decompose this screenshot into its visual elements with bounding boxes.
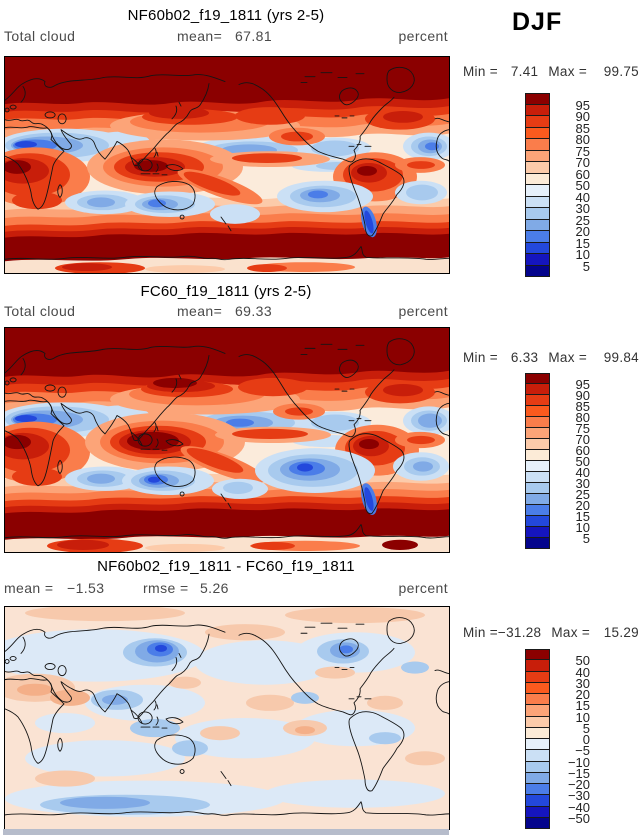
panel3-colorbar: 50 40 30 20 15 10 5 0 −5 −10 −15 −20 −30 −40 −50 xyxy=(525,649,590,829)
panel1-min-label: Min = xyxy=(463,64,498,79)
panel2-subtitle-row: Total cloud mean= 69.33 percent xyxy=(4,303,448,320)
panel2-min-value: 6.33 xyxy=(510,350,539,365)
panel3-mean-label: mean = xyxy=(4,580,54,596)
panel1-units-label: percent xyxy=(398,28,448,44)
bottom-strip xyxy=(3,829,449,835)
panel2-max-label: Max = xyxy=(548,350,587,365)
panel2-max-value: 99.84 xyxy=(603,350,639,365)
panel1-mean-value: 67.81 xyxy=(235,28,273,44)
map-total-cloud-run1 xyxy=(4,56,450,274)
panel1-title: NF60b02_f19_1811 (yrs 2-5) xyxy=(127,7,325,24)
panel1-minmax-row: Min = 7.41 Max = 99.75 xyxy=(463,64,639,79)
panel1-subtitle-row: Total cloud mean= 67.81 percent xyxy=(4,28,448,45)
panel1-colorbar: 95 90 85 80 75 70 60 50 40 30 25 20 15 10 5 xyxy=(525,93,590,277)
panel2-mean-label: mean= xyxy=(177,303,223,319)
contour-fills-layer-1 xyxy=(5,57,449,273)
panel1-variable-label: Total cloud xyxy=(4,28,76,44)
panel3-max-label: Max = xyxy=(551,625,590,640)
panel3-rmse-label: rmse = xyxy=(143,580,189,596)
panel1-max-value: 99.75 xyxy=(603,64,639,79)
panel3-units-label: percent xyxy=(398,580,448,596)
panel3-title: NF60b02_f19_1811 - FC60_f19_1811 xyxy=(97,558,355,575)
contour-fills-layer-3 xyxy=(5,607,449,829)
panel2-units-label: percent xyxy=(398,303,448,319)
panel3-min-value: −31.28 xyxy=(497,625,542,640)
panel3-min-label: Min = xyxy=(463,625,498,640)
panel3-subtitle-row: mean = −1.53 rmse = 5.26 percent xyxy=(4,580,448,597)
panel1-max-label: Max = xyxy=(548,64,587,79)
map-difference xyxy=(4,606,450,830)
panel3-rmse-value: 5.26 xyxy=(200,580,229,596)
panel2-colorbar: 95 90 85 80 75 70 60 50 40 30 25 20 15 10 5 xyxy=(525,373,590,549)
panel3-mean-value: −1.53 xyxy=(67,580,105,596)
panel2-title: FC60_f19_1811 (yrs 2-5) xyxy=(140,283,312,300)
map-total-cloud-run2 xyxy=(4,327,450,553)
contour-fills-layer-2 xyxy=(5,328,449,552)
panel2-min-label: Min = xyxy=(463,350,498,365)
panel1-mean-label: mean= xyxy=(177,28,223,44)
season-heading: DJF xyxy=(512,8,563,36)
panel2-variable-label: Total cloud xyxy=(4,303,76,319)
panel1-min-value: 7.41 xyxy=(510,64,539,79)
panel2-minmax-row: Min = 6.33 Max = 99.84 xyxy=(463,350,639,365)
panel3-minmax-row: Min = −31.28 Max = 15.29 xyxy=(463,625,639,640)
panel2-mean-value: 69.33 xyxy=(235,303,273,319)
panel3-max-value: 15.29 xyxy=(603,625,639,640)
